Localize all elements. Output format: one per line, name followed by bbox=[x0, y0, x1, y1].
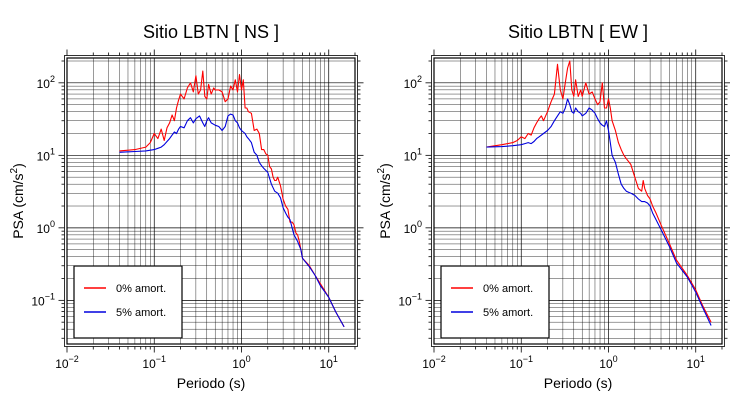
chart2-ticks bbox=[425, 49, 730, 353]
chart2-ylabel: PSA (cm/s2) bbox=[376, 163, 393, 239]
chart1-ytick-label: 100 bbox=[37, 219, 55, 236]
chart2-series-undamped-line bbox=[486, 60, 712, 323]
chart2-ytick-label: 10−1 bbox=[398, 291, 422, 308]
chart2-xlabel: Periodo (s) bbox=[544, 375, 612, 391]
chart2: 10−2 10−1 100 101 10−1 100 101 102 Sitio LBTN [ … bbox=[376, 22, 730, 391]
chart1-ticks bbox=[58, 49, 364, 353]
chart1-outer-frame bbox=[64, 55, 358, 347]
chart2-xtick-label: 10−1 bbox=[509, 354, 533, 371]
chart2-legend-label: 0% amort. bbox=[483, 283, 533, 295]
chart1-series-undamped-line bbox=[119, 70, 345, 328]
chart1-xtick-label: 100 bbox=[232, 354, 250, 371]
chart2-legend: 0% amort. 5% amort. bbox=[440, 265, 550, 339]
chart2-xtick-label: 100 bbox=[599, 354, 617, 371]
chart2-xtick-label: 101 bbox=[687, 354, 705, 371]
chart2-legend-label: 5% amort. bbox=[483, 307, 533, 319]
chart1-ytick-label: 101 bbox=[37, 146, 55, 163]
chart1-legend-label: 5% amort. bbox=[116, 307, 166, 319]
chart2-xtick-label: 10−2 bbox=[422, 354, 446, 371]
chart1-title: Sitio LBTN [ NS ] bbox=[143, 22, 279, 42]
chart1-legend-box bbox=[73, 265, 183, 339]
chart1-legend-label: 0% amort. bbox=[116, 283, 166, 295]
chart1-xtick-label: 10−2 bbox=[55, 354, 79, 371]
chart1: 10−2 10−1 100 101 10−1 100 101 102 Sitio LBTN [ … bbox=[9, 22, 364, 391]
chart1-frame bbox=[66, 57, 356, 345]
chart1-series-damped-line bbox=[119, 113, 345, 328]
chart2-ytick-label: 101 bbox=[404, 146, 422, 163]
chart2-ytick-label: 100 bbox=[404, 219, 422, 236]
chart2-legend-box bbox=[440, 265, 550, 339]
chart1-ytick-label: 10−1 bbox=[31, 291, 55, 308]
chart2-title: Sitio LBTN [ EW ] bbox=[508, 22, 648, 42]
chart1-xtick-label: 101 bbox=[320, 354, 338, 371]
chart1-ytick-label: 102 bbox=[37, 74, 55, 91]
chart2-series-damped-line bbox=[486, 98, 712, 326]
chart1-ylabel: PSA (cm/s2) bbox=[9, 163, 26, 239]
chart2-ytick-label: 102 bbox=[404, 74, 422, 91]
chart1-xlabel: Periodo (s) bbox=[177, 375, 245, 391]
chart1-legend: 0% amort. 5% amort. bbox=[73, 265, 183, 339]
chart1-xtick-label: 10−1 bbox=[142, 354, 166, 371]
chart2-frame bbox=[433, 57, 723, 345]
chart2-outer-frame bbox=[431, 55, 725, 347]
